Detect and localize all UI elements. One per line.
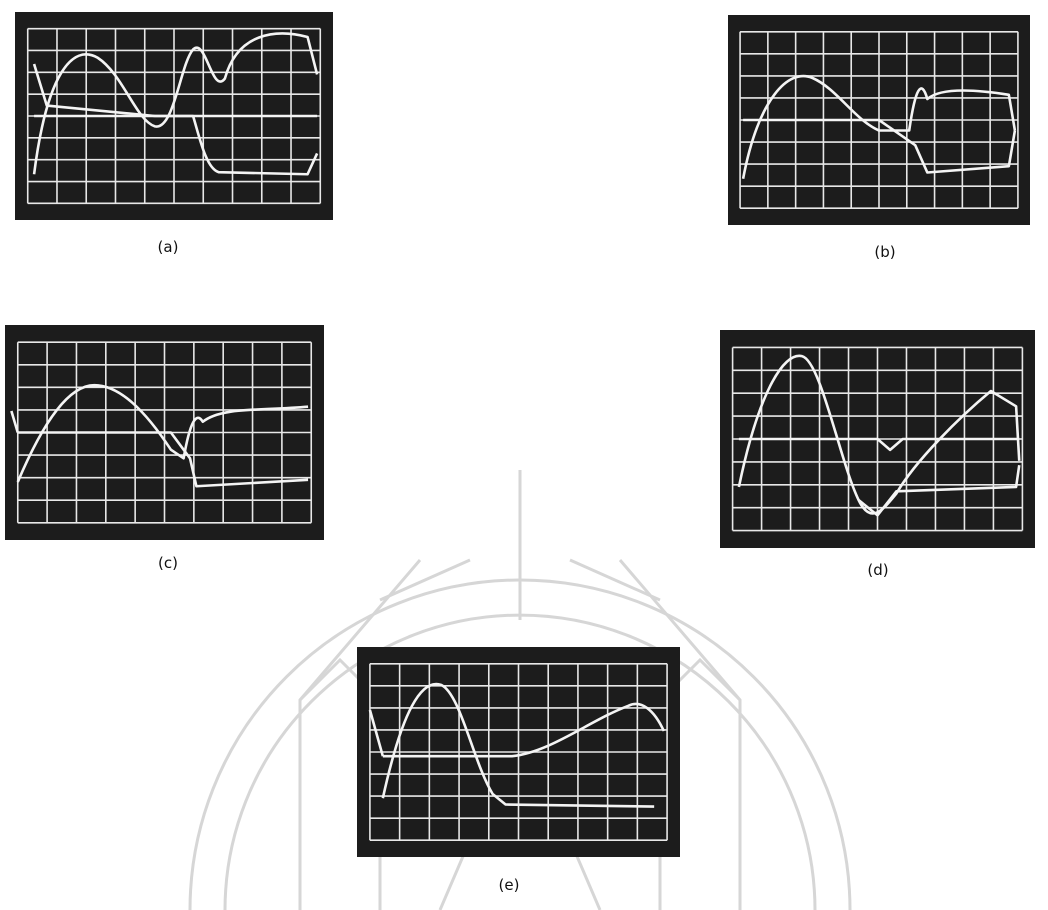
figure-caption: (c) <box>158 554 178 572</box>
figure-caption: (d) <box>867 561 888 579</box>
oscilloscope-photo <box>728 15 1030 225</box>
figure-caption: (a) <box>158 238 179 256</box>
oscilloscope-photo <box>5 325 324 540</box>
oscilloscope-photo <box>720 330 1035 548</box>
figure-caption: (e) <box>499 876 520 894</box>
figure-caption: (b) <box>874 243 895 261</box>
page: (a) (b) (c) (d) (e) <box>0 0 1048 910</box>
oscilloscope-photo <box>357 647 680 857</box>
oscilloscope-photo <box>15 12 333 220</box>
